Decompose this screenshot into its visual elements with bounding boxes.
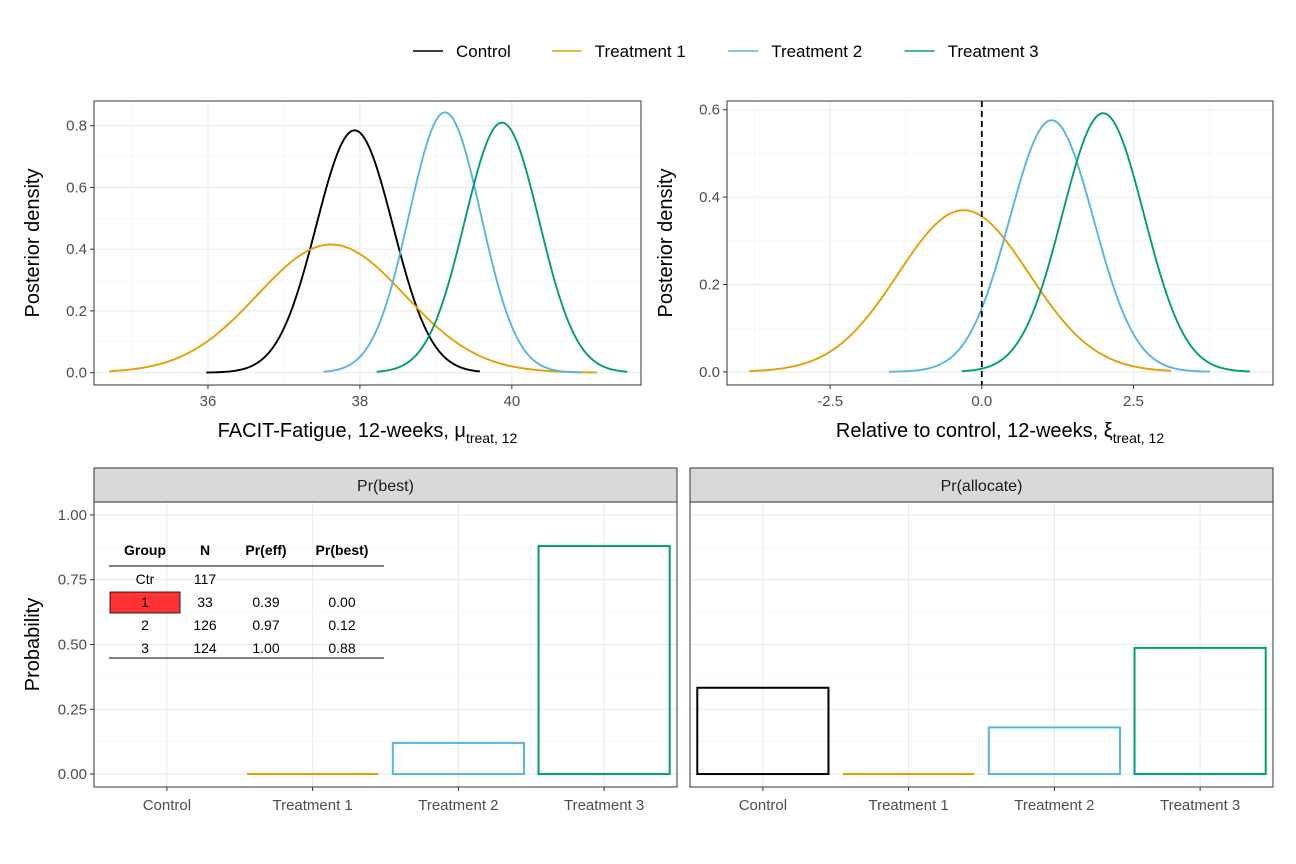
strip-label: Pr(best) [357, 478, 414, 495]
table-cell: 0.39 [252, 594, 279, 610]
x-tick-label-treatment-2: Treatment 2 [1014, 797, 1094, 814]
bar-control [696, 686, 830, 776]
table-cell: 0.88 [328, 640, 355, 656]
panel-relative-to-control: 0.0 0.2 0.4 0.6 -2.5 0.0 2.5 Posterior density R… [655, 100, 1274, 446]
y-axis-title: Posterior density [655, 169, 677, 318]
y-tick-label: 0.0 [66, 365, 87, 382]
x-tick-label-treatment-1: Treatment 1 [868, 797, 948, 814]
table-cell: Ctr [136, 571, 155, 587]
density-curve-control [206, 129, 481, 374]
table-cell: 0.12 [328, 617, 355, 633]
y-tick-label: 0.75 [58, 572, 87, 589]
y-axis-title: Probability [22, 598, 44, 691]
x-tick-label: 38 [352, 393, 369, 410]
table-cell: 0.00 [328, 594, 355, 610]
density-curve-treatment-2 [323, 111, 582, 374]
x-axis-title-subscript: treat, 12 [1113, 430, 1165, 446]
table-cell: 2 [141, 617, 149, 633]
x-tick-label-control: Control [143, 797, 191, 814]
y-tick-label: 0.2 [699, 277, 720, 294]
y-tick-label: 0.2 [66, 303, 87, 320]
density-curve-treatment-1 [109, 243, 597, 374]
x-tick-label: 2.5 [1123, 393, 1144, 410]
x-axis-title-main: FACIT-Fatigue, 12-weeks, μ [218, 420, 466, 442]
x-tick-label-treatment-2: Treatment 2 [418, 797, 498, 814]
density-curve-treatment-2 [888, 119, 1210, 373]
y-tick-label: 0.4 [699, 189, 720, 206]
density-curve-treatment-1 [749, 209, 1172, 373]
table-header-pr-best: Pr(best) [316, 542, 369, 558]
panel-treatment-means: 0.0 0.2 0.4 0.6 0.8 36 38 40 Posterior density FA… [22, 100, 642, 446]
x-axis-title-main: Relative to control, 12-weeks, ξ [836, 420, 1113, 442]
panel-background [727, 101, 1273, 385]
table-cell: 126 [193, 617, 217, 633]
bar-treatment-3 [537, 545, 671, 776]
table-header-group: Group [124, 542, 166, 558]
y-tick-label: 0.8 [66, 118, 87, 135]
table-cell: 117 [194, 571, 217, 587]
x-axis-title-subscript: treat, 12 [466, 430, 518, 446]
legend-label-treatment-3: Treatment 3 [948, 42, 1039, 61]
legend-label-control: Control [456, 42, 511, 61]
table-header-n: N [200, 542, 210, 558]
x-tick-label: 40 [504, 393, 521, 410]
y-tick-label: 0.00 [58, 766, 87, 783]
y-tick-label: 0.50 [58, 637, 87, 654]
legend-label-treatment-1: Treatment 1 [595, 42, 686, 61]
x-tick-label: 36 [200, 393, 217, 410]
y-tick-label: 0.6 [699, 102, 720, 119]
table-cell: 124 [193, 640, 217, 656]
x-tick-label-treatment-3: Treatment 3 [1160, 797, 1240, 814]
panel-border [726, 100, 1274, 386]
table-cell: 0.97 [252, 617, 279, 633]
density-curve-treatment-3 [961, 112, 1250, 373]
table-cell: 3 [141, 640, 149, 656]
legend-label-treatment-2: Treatment 2 [771, 42, 862, 61]
panel-pr-best: 0.00 0.25 0.50 0.75 1.00 Control Treatment 1 Tr… [22, 467, 678, 814]
bar-treatment-2 [987, 726, 1121, 776]
table-header-pr-eff: Pr(eff) [245, 542, 286, 558]
table-highlight-cell [109, 591, 181, 614]
x-axis-title: Relative to control, 12-weeks, ξtreat, 1… [836, 420, 1164, 446]
table-cell: 1.00 [252, 640, 279, 656]
panel-border [93, 100, 642, 386]
x-tick-label-control: Control [739, 797, 787, 814]
y-tick-label: 1.00 [58, 507, 87, 524]
bar-treatment-2 [391, 741, 525, 776]
y-tick-label: 0.4 [66, 241, 87, 258]
x-axis-title: FACIT-Fatigue, 12-weeks, μtreat, 12 [218, 420, 518, 446]
bar-treatment-3 [1133, 646, 1267, 776]
legend: Control Treatment 1 Treatment 2 Treatment 3 [413, 42, 1039, 61]
y-tick-label: 0.0 [699, 364, 720, 381]
strip-background [689, 467, 1274, 503]
x-tick-label: 0.0 [971, 393, 992, 410]
panel-pr-allocate: Control Treatment 1 Treatment 2 Treatment 3… [689, 467, 1274, 814]
table-cell: 1 [141, 594, 149, 610]
x-tick-label: -2.5 [817, 393, 843, 410]
y-tick-label: 0.25 [58, 701, 87, 718]
strip-background [93, 467, 678, 503]
x-tick-label-treatment-3: Treatment 3 [564, 797, 644, 814]
x-tick-label-treatment-1: Treatment 1 [272, 797, 352, 814]
table-cell: 33 [197, 594, 213, 610]
density-curve-treatment-3 [376, 121, 628, 373]
y-axis-title: Posterior density [22, 169, 44, 318]
strip-label: Pr(allocate) [941, 478, 1023, 495]
panel-background [94, 101, 641, 385]
y-tick-label: 0.6 [66, 179, 87, 196]
